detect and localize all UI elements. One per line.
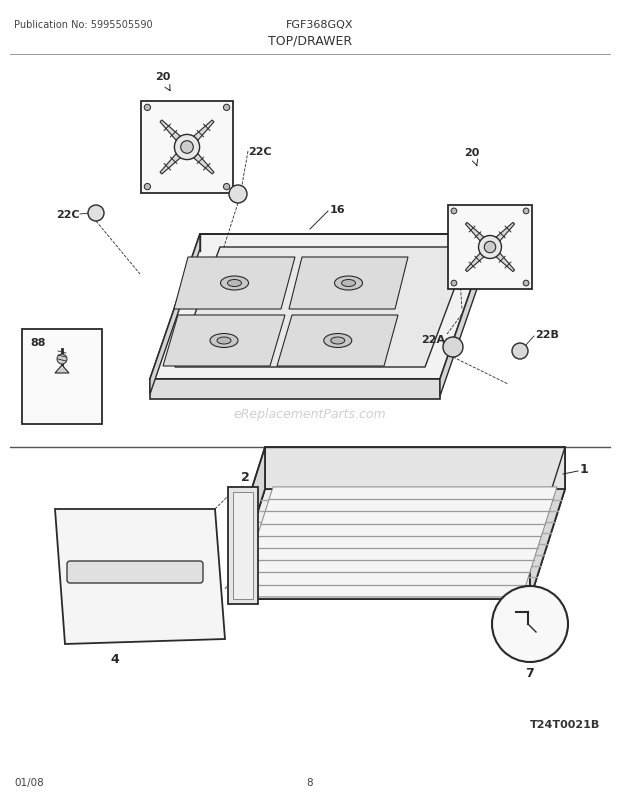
FancyBboxPatch shape	[141, 102, 233, 194]
Text: 88: 88	[30, 338, 45, 347]
Text: T24T0021B: T24T0021B	[529, 719, 600, 729]
Ellipse shape	[228, 280, 242, 287]
Circle shape	[88, 206, 104, 221]
Circle shape	[523, 209, 529, 214]
Text: 16: 16	[330, 205, 345, 215]
Polygon shape	[233, 492, 253, 599]
Polygon shape	[160, 145, 190, 175]
Circle shape	[479, 237, 502, 259]
Text: TOP/DRAWER: TOP/DRAWER	[268, 35, 352, 48]
Polygon shape	[466, 223, 492, 250]
Circle shape	[451, 209, 457, 214]
Polygon shape	[160, 121, 190, 151]
Circle shape	[443, 338, 463, 358]
Polygon shape	[150, 235, 490, 379]
Circle shape	[57, 354, 67, 365]
Ellipse shape	[330, 338, 345, 345]
Circle shape	[144, 105, 151, 111]
Text: 20: 20	[464, 148, 480, 158]
Polygon shape	[265, 448, 565, 489]
Circle shape	[451, 281, 457, 286]
Polygon shape	[55, 509, 225, 644]
Circle shape	[229, 186, 247, 204]
Polygon shape	[184, 121, 214, 151]
Polygon shape	[150, 235, 200, 395]
Text: eReplacementParts.com: eReplacementParts.com	[234, 408, 386, 421]
Circle shape	[223, 184, 230, 191]
Text: FGF368GQX: FGF368GQX	[286, 20, 354, 30]
Polygon shape	[228, 488, 258, 604]
Circle shape	[174, 136, 200, 160]
Polygon shape	[184, 145, 214, 175]
Polygon shape	[175, 248, 470, 367]
Text: 8: 8	[307, 777, 313, 787]
Polygon shape	[238, 488, 557, 597]
Polygon shape	[530, 448, 565, 599]
Ellipse shape	[217, 338, 231, 345]
Circle shape	[223, 105, 230, 111]
Polygon shape	[487, 245, 515, 272]
Circle shape	[523, 281, 529, 286]
Ellipse shape	[342, 280, 355, 287]
Ellipse shape	[324, 334, 352, 348]
Text: 22C: 22C	[248, 147, 272, 157]
Text: 4: 4	[110, 652, 120, 665]
Polygon shape	[150, 379, 440, 399]
FancyBboxPatch shape	[448, 206, 532, 290]
Text: 20: 20	[156, 72, 171, 82]
Text: 1: 1	[580, 463, 589, 476]
Polygon shape	[487, 223, 515, 250]
Circle shape	[180, 141, 193, 154]
Polygon shape	[174, 257, 295, 310]
Polygon shape	[289, 257, 408, 310]
FancyBboxPatch shape	[22, 330, 102, 424]
Polygon shape	[55, 366, 69, 374]
Ellipse shape	[221, 277, 249, 290]
Circle shape	[144, 184, 151, 191]
Polygon shape	[440, 235, 490, 396]
Ellipse shape	[335, 277, 363, 290]
Circle shape	[484, 242, 496, 253]
Polygon shape	[466, 245, 492, 272]
Polygon shape	[230, 557, 530, 599]
Text: 22B: 22B	[535, 330, 559, 339]
Polygon shape	[230, 489, 565, 599]
Text: 2: 2	[241, 471, 249, 484]
Text: 01/08: 01/08	[14, 777, 44, 787]
Text: Publication No: 5995505590: Publication No: 5995505590	[14, 20, 153, 30]
Polygon shape	[277, 316, 398, 367]
Circle shape	[492, 586, 568, 662]
Polygon shape	[230, 448, 265, 599]
Text: 7: 7	[526, 666, 534, 679]
Polygon shape	[163, 316, 285, 367]
Circle shape	[512, 343, 528, 359]
FancyBboxPatch shape	[67, 561, 203, 583]
Ellipse shape	[210, 334, 238, 348]
Text: 22C: 22C	[56, 210, 80, 220]
Text: 22A: 22A	[421, 334, 445, 345]
